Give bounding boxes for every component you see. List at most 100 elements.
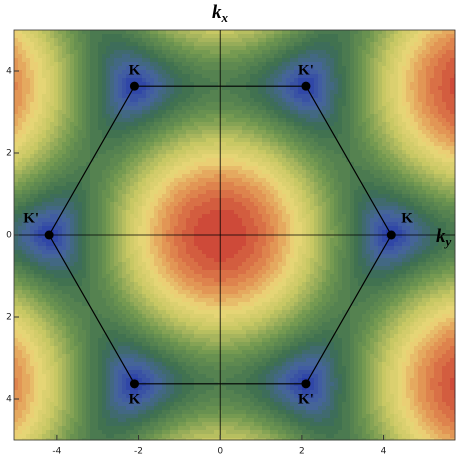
- contour-cell: [258, 54, 263, 59]
- contour-cell: [78, 70, 83, 75]
- contour-cell: [390, 42, 395, 47]
- contour-cell: [250, 82, 255, 87]
- contour-cell: [258, 190, 263, 195]
- contour-cell: [378, 190, 383, 195]
- contour-cell: [418, 62, 423, 67]
- contour-cell: [282, 174, 287, 179]
- contour-cell: [50, 86, 55, 91]
- contour-cell: [86, 174, 91, 179]
- contour-cell: [330, 110, 335, 115]
- contour-cell: [282, 158, 287, 163]
- contour-cell: [198, 106, 203, 111]
- contour-cell: [370, 90, 375, 95]
- contour-cell: [134, 90, 139, 95]
- contour-cell: [258, 166, 263, 171]
- contour-cell: [386, 126, 391, 131]
- contour-cell: [34, 46, 39, 51]
- contour-cell: [310, 62, 315, 67]
- contour-cell: [210, 98, 215, 103]
- contour-cell: [18, 178, 23, 183]
- contour-cell: [14, 86, 19, 91]
- contour-cell: [286, 162, 291, 167]
- contour-cell: [410, 158, 415, 163]
- contour-cell: [354, 146, 359, 151]
- contour-cell: [266, 202, 271, 207]
- contour-cell: [410, 170, 415, 175]
- contour-cell: [230, 94, 235, 99]
- contour-cell: [94, 130, 99, 135]
- contour-cell: [198, 50, 203, 55]
- contour-cell: [166, 146, 171, 151]
- contour-cell: [62, 70, 67, 75]
- contour-cell: [222, 206, 227, 211]
- contour-cell: [154, 62, 159, 67]
- contour-cell: [322, 122, 327, 127]
- contour-cell: [138, 30, 143, 35]
- contour-cell: [246, 46, 251, 51]
- contour-cell: [38, 54, 43, 59]
- contour-cell: [90, 114, 95, 119]
- contour-cell: [286, 110, 291, 115]
- contour-cell: [282, 134, 287, 139]
- contour-cell: [122, 86, 127, 91]
- contour-cell: [266, 54, 271, 59]
- contour-cell: [446, 122, 451, 127]
- contour-cell: [270, 198, 275, 203]
- contour-cell: [38, 114, 43, 119]
- contour-cell: [142, 202, 147, 207]
- contour-cell: [382, 174, 387, 179]
- contour-cell: [398, 118, 403, 123]
- contour-cell: [450, 158, 455, 163]
- contour-cell: [362, 142, 367, 147]
- contour-cell: [450, 82, 455, 87]
- contour-cell: [390, 86, 395, 91]
- contour-cell: [362, 106, 367, 111]
- contour-cell: [318, 166, 323, 171]
- contour-cell: [314, 86, 319, 91]
- contour-cell: [390, 38, 395, 43]
- contour-cell: [70, 42, 75, 47]
- contour-cell: [86, 158, 91, 163]
- contour-cell: [258, 122, 263, 127]
- contour-cell: [254, 42, 259, 47]
- contour-cell: [258, 98, 263, 103]
- contour-cell: [354, 50, 359, 55]
- contour-cell: [78, 166, 83, 171]
- contour-cell: [230, 54, 235, 59]
- contour-cell: [238, 30, 243, 35]
- contour-cell: [174, 54, 179, 59]
- contour-cell: [58, 186, 63, 191]
- contour-cell: [322, 118, 327, 123]
- contour-cell: [402, 198, 407, 203]
- contour-cell: [54, 194, 59, 199]
- contour-cell: [306, 154, 311, 159]
- contour-cell: [198, 54, 203, 59]
- contour-cell: [270, 190, 275, 195]
- contour-cell: [306, 170, 311, 175]
- contour-cell: [18, 158, 23, 163]
- contour-cell: [230, 110, 235, 115]
- contour-cell: [186, 42, 191, 47]
- contour-cell: [34, 194, 39, 199]
- contour-cell: [194, 102, 199, 107]
- contour-cell: [154, 174, 159, 179]
- contour-cell: [370, 182, 375, 187]
- contour-cell: [150, 106, 155, 111]
- contour-cell: [70, 62, 75, 67]
- contour-cell: [146, 110, 151, 115]
- contour-cell: [214, 198, 219, 203]
- contour-cell: [150, 178, 155, 183]
- contour-cell: [30, 146, 35, 151]
- contour-cell: [194, 54, 199, 59]
- contour-cell: [78, 114, 83, 119]
- contour-cell: [126, 30, 131, 35]
- contour-cell: [342, 194, 347, 199]
- contour-cell: [250, 154, 255, 159]
- contour-cell: [26, 94, 31, 99]
- contour-cell: [318, 138, 323, 143]
- contour-cell: [354, 194, 359, 199]
- contour-cell: [338, 126, 343, 131]
- contour-cell: [166, 154, 171, 159]
- contour-cell: [130, 182, 135, 187]
- contour-cell: [374, 118, 379, 123]
